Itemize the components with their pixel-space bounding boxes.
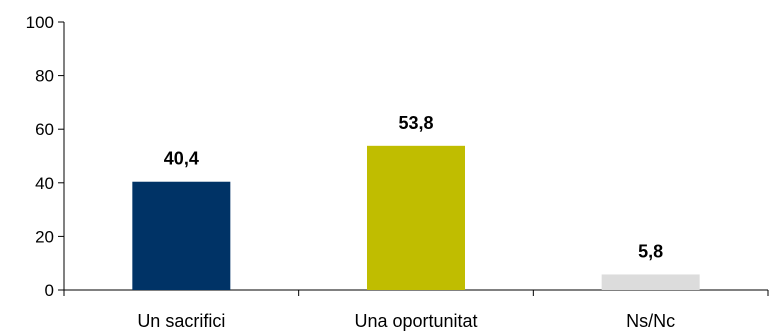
y-tick-label: 40 [35, 174, 54, 193]
y-tick-label: 0 [45, 281, 54, 300]
y-tick-label: 20 [35, 227, 54, 246]
y-tick-label: 60 [35, 120, 54, 139]
x-category-label: Ns/Nc [626, 311, 675, 331]
y-tick-label: 80 [35, 67, 54, 86]
bars [132, 145, 700, 290]
x-category-label: Una oportunitat [354, 311, 477, 331]
x-category-label: Un sacrifici [137, 311, 225, 331]
bar [367, 145, 465, 290]
bar [132, 181, 231, 290]
data-labels: 40,4 53,8 5,8 [164, 113, 663, 262]
bar-value-label: 53,8 [398, 113, 433, 133]
x-axis: Un sacrifici Una oportunitat Ns/Nc [63, 289, 769, 331]
y-tick-label: 100 [26, 13, 54, 32]
y-axis: 0 20 40 60 80 100 [26, 13, 65, 300]
bar [601, 274, 700, 290]
bar-value-label: 5,8 [638, 241, 663, 261]
bar-value-label: 40,4 [164, 149, 199, 169]
